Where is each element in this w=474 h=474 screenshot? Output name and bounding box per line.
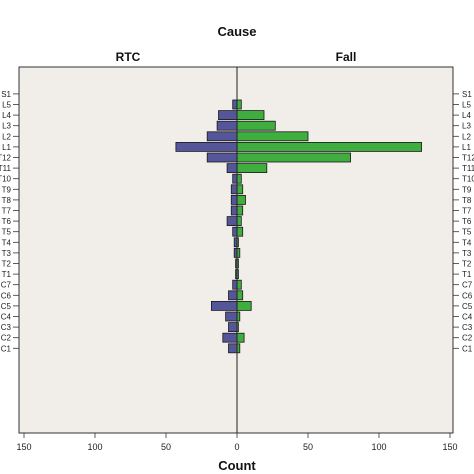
category-label-right-l1: L1 — [462, 143, 471, 152]
bar-fall-l3 — [236, 120, 276, 131]
category-label-left-t11: T11 — [0, 164, 12, 173]
bar-fall-t6 — [236, 216, 242, 227]
category-label-right-t4: T4 — [462, 238, 472, 247]
category-label-right-t5: T5 — [462, 228, 472, 237]
bar-fall-t10 — [236, 173, 242, 184]
category-label-left-t1: T1 — [2, 270, 12, 279]
x-axis-label: Count — [218, 458, 256, 473]
bar-rtc-l4 — [218, 110, 238, 120]
bar-fall-l4 — [236, 110, 265, 120]
category-label-right-c2: C2 — [462, 334, 473, 343]
category-label-left-l4: L4 — [2, 111, 11, 120]
category-label-left-t7: T7 — [2, 207, 12, 216]
x-tick-label: 100 — [371, 442, 386, 452]
bar-rtc-t12 — [206, 152, 238, 163]
x-tick-label: 50 — [161, 442, 171, 452]
bar-rtc-c2 — [222, 332, 238, 343]
bar-rtc-l5 — [232, 99, 238, 110]
category-label-left-t6: T6 — [2, 217, 12, 226]
category-label-right-t6: T6 — [462, 217, 472, 226]
bar-rtc-c6 — [228, 290, 238, 301]
bar-rtc-t11 — [226, 163, 238, 174]
category-label-left-c4: C4 — [1, 313, 12, 322]
category-label-left-l5: L5 — [2, 101, 11, 110]
bar-fall-l2 — [236, 131, 309, 142]
category-label-right-t10: T10 — [462, 175, 474, 184]
bar-fall-c7 — [236, 279, 242, 290]
category-label-left-l3: L3 — [2, 122, 11, 131]
category-label-left-c2: C2 — [1, 334, 12, 343]
x-tick-label: 150 — [16, 442, 31, 452]
category-label-right-c1: C1 — [462, 344, 473, 353]
bar-rtc-t7 — [230, 205, 238, 216]
bar-fall-t12 — [236, 152, 351, 163]
bar-rtc-c4 — [225, 311, 238, 322]
bar-fall-l1 — [236, 141, 423, 152]
category-label-left-t9: T9 — [2, 185, 12, 194]
category-label-left-l1: L1 — [2, 143, 11, 152]
category-label-right-l5: L5 — [462, 101, 471, 110]
category-label-left-c5: C5 — [1, 302, 12, 311]
x-tick-label: 100 — [87, 442, 102, 452]
category-label-left-c3: C3 — [1, 323, 12, 332]
category-label-right-l3: L3 — [462, 122, 471, 131]
category-label-left-t10: T10 — [0, 175, 12, 184]
category-label-right-t9: T9 — [462, 185, 472, 194]
bar-fall-t7 — [236, 205, 244, 216]
category-label-right-t2: T2 — [462, 260, 472, 269]
category-label-right-c3: C3 — [462, 323, 473, 332]
category-label-right-t3: T3 — [462, 249, 472, 258]
category-label-right-t8: T8 — [462, 196, 472, 205]
category-label-left-t8: T8 — [2, 196, 12, 205]
bar-rtc-c3 — [228, 322, 238, 333]
category-label-right-t1: T1 — [462, 270, 472, 279]
category-label-left-c7: C7 — [1, 281, 12, 290]
panel-label-rtc: RTC — [116, 50, 141, 64]
category-label-right-l2: L2 — [462, 132, 471, 141]
bar-fall-t5 — [236, 226, 244, 237]
bar-rtc-t5 — [232, 226, 238, 237]
bar-rtc-t6 — [226, 216, 238, 227]
bar-rtc-l1 — [175, 141, 238, 152]
category-label-right-c7: C7 — [462, 281, 473, 290]
panel-label-fall: Fall — [336, 50, 357, 64]
category-label-left-t4: T4 — [2, 238, 12, 247]
bar-rtc-c5 — [210, 300, 238, 311]
category-label-right-t11: T11 — [462, 164, 474, 173]
bar-rtc-l3 — [216, 120, 238, 131]
category-label-left-c6: C6 — [1, 291, 12, 300]
category-label-right-l4: L4 — [462, 111, 471, 120]
category-label-right-t7: T7 — [462, 207, 472, 216]
category-label-right-c6: C6 — [462, 291, 473, 300]
category-label-right-t12: T12 — [462, 154, 474, 163]
category-label-left-s1: S1 — [1, 90, 11, 99]
bar-fall-c5 — [236, 300, 252, 311]
category-label-right-c4: C4 — [462, 313, 473, 322]
x-tick-label: 0 — [234, 442, 239, 452]
bar-fall-l5 — [236, 99, 242, 110]
category-label-left-t12: T12 — [0, 154, 12, 163]
category-label-left-l2: L2 — [2, 132, 11, 141]
category-label-left-t2: T2 — [2, 260, 12, 269]
bar-rtc-t10 — [232, 173, 238, 184]
category-label-left-t5: T5 — [2, 228, 12, 237]
category-label-right-c5: C5 — [462, 302, 473, 311]
bar-rtc-t8 — [230, 194, 238, 205]
category-label-right-s1: S1 — [462, 90, 472, 99]
bar-fall-c6 — [236, 290, 244, 301]
bar-rtc-c1 — [228, 343, 238, 354]
bar-fall-t9 — [236, 184, 244, 195]
bar-fall-t8 — [236, 194, 246, 205]
bar-fall-c2 — [236, 332, 245, 343]
category-label-left-t3: T3 — [2, 249, 12, 258]
bar-fall-t11 — [236, 163, 268, 174]
bar-rtc-t9 — [230, 184, 238, 195]
bar-rtc-c7 — [232, 279, 238, 290]
x-tick-label: 150 — [442, 442, 457, 452]
chart-title: Cause — [217, 24, 256, 39]
category-label-left-c1: C1 — [1, 344, 12, 353]
x-tick-label: 50 — [303, 442, 313, 452]
bar-rtc-l2 — [206, 131, 238, 142]
